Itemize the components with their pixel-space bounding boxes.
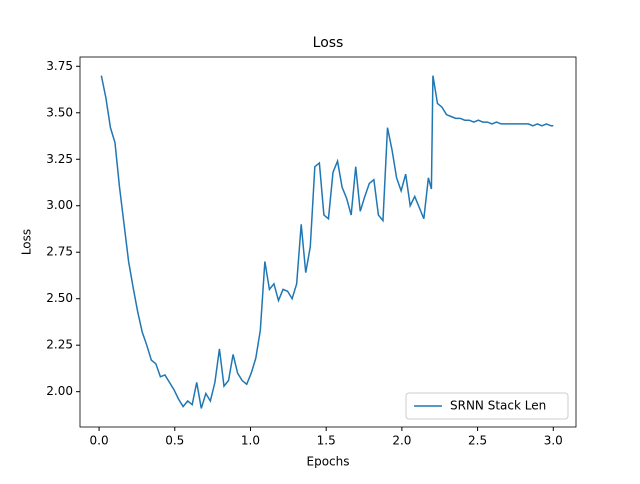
y-axis-label: Loss <box>20 229 34 255</box>
x-tick-label: 0.0 <box>90 434 109 448</box>
x-axis-label: Epochs <box>307 455 350 469</box>
legend-box <box>405 392 569 420</box>
y-tick-label: 2.00 <box>46 384 73 398</box>
x-tick-label: 0.5 <box>165 434 184 448</box>
x-tick-label: 1.5 <box>317 434 336 448</box>
y-tick-label: 2.25 <box>46 338 73 352</box>
line-series <box>100 75 554 409</box>
y-tick-label: 3.75 <box>46 59 73 73</box>
y-tick-label: 3.50 <box>46 105 73 119</box>
y-tick-label: 2.50 <box>46 291 73 305</box>
x-tick-label: 3.0 <box>544 434 563 448</box>
plot-frame <box>79 56 577 428</box>
y-tick-label: 3.00 <box>46 198 73 212</box>
y-tick-label: 3.25 <box>46 152 73 166</box>
legend-label: SRNN Stack Len <box>450 399 546 413</box>
x-tick-label: 2.5 <box>468 434 487 448</box>
x-tick-label: 1.0 <box>241 434 260 448</box>
x-tick-label: 2.0 <box>392 434 411 448</box>
y-tick-label: 2.75 <box>46 245 73 259</box>
chart-title: Loss <box>313 35 344 51</box>
